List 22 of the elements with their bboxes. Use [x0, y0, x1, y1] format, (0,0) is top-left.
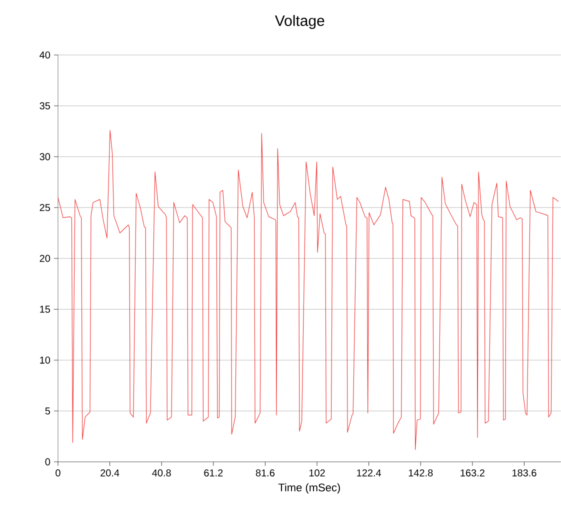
x-tick-label: 122.4 — [357, 469, 382, 476]
x-tick-label: 163.2 — [460, 469, 484, 477]
y-tick-label: 25 — [40, 204, 50, 212]
y-tick-label: 35 — [40, 102, 50, 110]
x-tick-label: 40.8 — [152, 469, 171, 477]
y-tick-label: 30 — [40, 153, 50, 160]
x-tick-label: 142.8 — [408, 469, 433, 477]
x-tick-label: 61.2 — [204, 469, 223, 477]
x-tick-label: 102 — [309, 469, 325, 477]
x-tick-label: 81.6 — [256, 469, 274, 477]
y-tick-label: 5 — [45, 408, 50, 415]
x-tick-label: 0 — [56, 469, 60, 477]
y-tick-label: 10 — [40, 356, 50, 364]
x-tick-label: 20.4 — [100, 469, 120, 477]
chart-title: Voltage — [274, 15, 324, 30]
x-tick-label: 183.6 — [512, 469, 536, 477]
x-axis-title: Time (mSec) — [278, 483, 340, 494]
y-tick-label: 15 — [40, 306, 50, 313]
y-tick-label: 20 — [40, 254, 50, 262]
y-tick-label: 40 — [40, 52, 50, 59]
line-series — [58, 130, 559, 450]
y-tick-label: 0 — [45, 458, 50, 466]
